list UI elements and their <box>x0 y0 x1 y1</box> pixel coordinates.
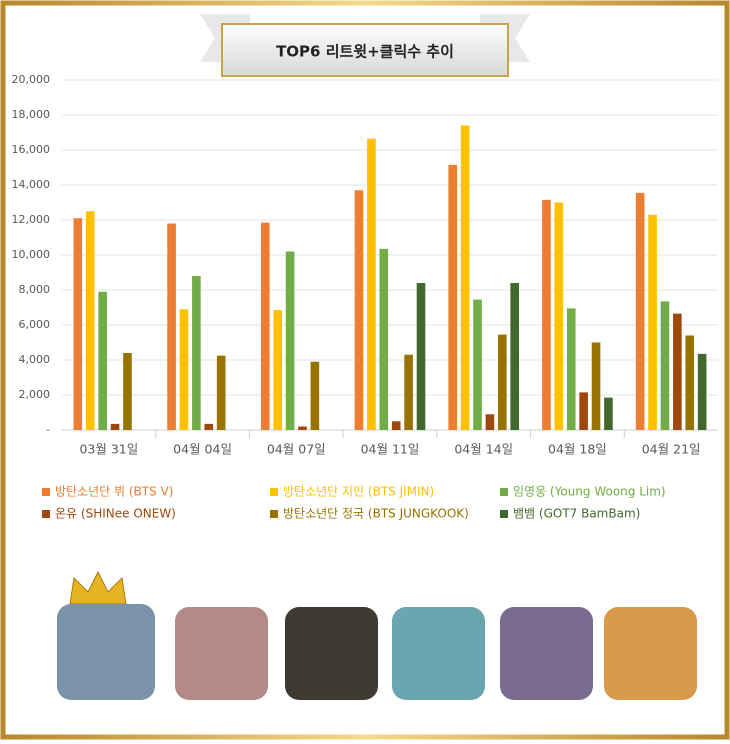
legend-label: 방탄소년단 정국 (BTS JUNGKOOK) <box>283 507 469 521</box>
legend-swatch <box>500 510 508 518</box>
y-tick-label: 10,000 <box>12 248 51 261</box>
bar <box>98 291 107 430</box>
bar <box>448 164 458 430</box>
legend-label: 뱀뱀 (GOT7 BamBam) <box>513 507 640 521</box>
bar <box>685 335 695 430</box>
bar <box>192 276 201 430</box>
bar <box>566 308 576 430</box>
y-tick-label: 14,000 <box>12 178 51 191</box>
bar <box>485 414 495 430</box>
bar <box>579 392 588 430</box>
bar <box>604 397 613 430</box>
legend-label: 방탄소년단 뷔 (BTS V) <box>55 485 173 499</box>
bar <box>404 354 413 430</box>
legend-swatch <box>270 510 278 518</box>
y-tick-label: 4,000 <box>19 353 51 366</box>
chart-title: TOP6 리트윗+클릭수 추이 <box>276 43 454 61</box>
bar <box>416 283 426 430</box>
bar <box>273 310 282 430</box>
legend-swatch <box>42 510 50 518</box>
bar <box>697 353 707 430</box>
bar <box>110 423 120 430</box>
legend-label: 방탄소년단 지민 (BTS JIMIN) <box>283 485 434 499</box>
y-tick-label: - <box>46 423 50 436</box>
bar <box>367 138 376 430</box>
x-tick-label: 04월 04일 <box>173 442 232 457</box>
bar <box>648 214 657 430</box>
bar <box>310 361 320 430</box>
bar <box>460 125 470 430</box>
y-tick-label: 6,000 <box>19 318 51 331</box>
bar <box>591 342 601 430</box>
bar <box>473 299 482 430</box>
legend-swatch <box>500 488 508 496</box>
bar <box>660 301 670 430</box>
legend-label: 임영웅 (Young Woong Lim) <box>513 485 666 499</box>
bar <box>635 192 645 430</box>
bar <box>554 202 564 430</box>
bar <box>673 313 682 430</box>
x-tick-label: 04월 18일 <box>548 442 607 457</box>
bar <box>85 211 95 430</box>
bar <box>510 283 520 430</box>
x-tick-label: 04월 11일 <box>361 442 420 457</box>
title-ribbon <box>200 14 530 77</box>
y-tick-label: 16,000 <box>12 143 51 156</box>
bar <box>285 251 295 430</box>
bar <box>167 223 176 430</box>
y-tick-label: 18,000 <box>12 108 51 121</box>
bar <box>216 355 226 430</box>
x-tick-label: 04월 07일 <box>267 442 326 457</box>
bar <box>498 334 507 430</box>
bar <box>391 421 401 430</box>
y-tick-label: 12,000 <box>12 213 51 226</box>
bar <box>179 309 189 430</box>
x-tick-label: 04월 14일 <box>454 442 513 457</box>
bar <box>298 426 307 430</box>
bar <box>379 248 389 430</box>
y-tick-label: 8,000 <box>19 283 51 296</box>
x-tick-label: 04월 21일 <box>642 442 701 457</box>
bar <box>73 218 83 430</box>
y-tick-label: 2,000 <box>19 388 51 401</box>
bar <box>260 222 270 430</box>
legend-label: 온유 (SHINee ONEW) <box>55 507 176 521</box>
bar <box>542 199 551 430</box>
y-tick-label: 20,000 <box>12 73 51 86</box>
x-tick-label: 03월 31일 <box>79 442 138 457</box>
bar <box>354 190 364 430</box>
legend-swatch <box>270 488 278 496</box>
bar <box>123 353 132 430</box>
legend-swatch <box>42 488 50 496</box>
bar <box>204 423 214 430</box>
photo-row <box>40 570 697 723</box>
